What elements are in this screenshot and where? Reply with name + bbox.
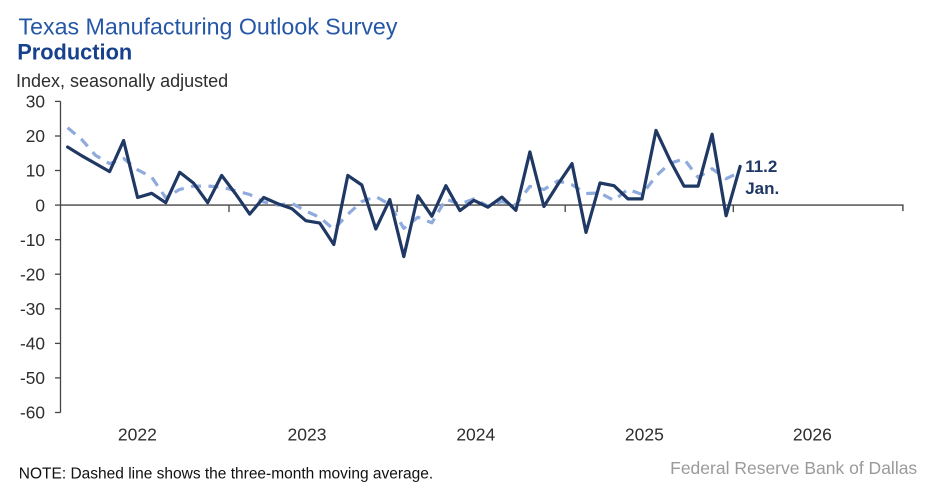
svg-text:0: 0 [35,195,45,215]
svg-text:Index, seasonally adjusted: Index, seasonally adjusted [16,71,228,91]
svg-text:Texas Manufacturing Outlook Su: Texas Manufacturing Outlook Survey [19,13,398,39]
svg-text:2024: 2024 [456,424,495,444]
svg-text:Production: Production [17,40,132,65]
svg-text:-30: -30 [20,299,45,319]
svg-text:-20: -20 [20,264,45,284]
svg-text:-10: -10 [20,230,45,250]
svg-text:2022: 2022 [118,424,157,444]
svg-text:-50: -50 [20,368,45,388]
svg-text:2025: 2025 [625,424,664,444]
svg-text:20: 20 [26,126,45,146]
svg-text:-60: -60 [20,403,45,423]
svg-text:2026: 2026 [793,424,832,444]
svg-text:2023: 2023 [288,424,327,444]
svg-text:Federal Reserve Bank of Dallas: Federal Reserve Bank of Dallas [670,458,917,478]
svg-text:NOTE: Dashed line shows the th: NOTE: Dashed line shows the three-month … [19,466,433,483]
svg-text:Jan.: Jan. [745,179,779,198]
svg-text:-40: -40 [20,334,45,354]
svg-text:30: 30 [26,92,45,112]
svg-text:10: 10 [26,161,45,181]
svg-text:11.2: 11.2 [745,157,777,176]
